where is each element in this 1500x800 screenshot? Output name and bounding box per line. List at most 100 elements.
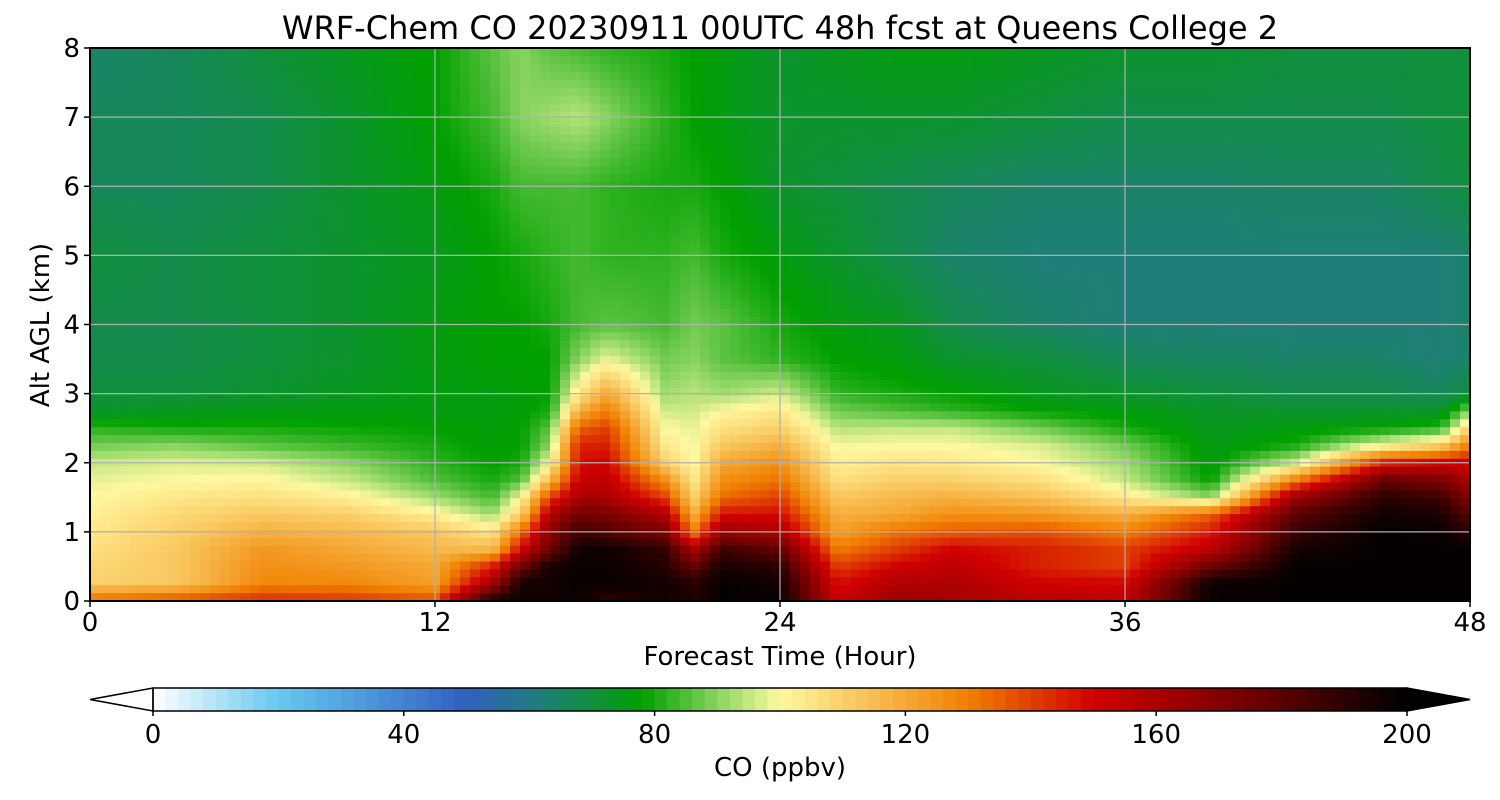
field-cell [750,95,761,104]
field-cell [1030,245,1041,255]
field-cell [980,158,991,168]
field-cell [780,87,791,97]
field-cell [810,103,821,112]
field-cell [350,87,361,97]
field-cell [260,253,271,262]
field-cell [1300,55,1311,65]
field-cell [820,237,831,247]
field-cell [290,150,301,160]
field-cell [920,111,931,120]
field-cell [890,300,901,310]
field-cell [760,229,771,239]
field-cell [450,158,461,168]
field-cell [890,237,901,247]
field-cell [910,316,921,326]
field-cell [1040,253,1051,262]
field-cell [1370,150,1381,160]
field-cell [560,190,571,199]
field-cell [1090,63,1101,73]
field-cell [790,316,801,326]
field-cell [1380,134,1391,144]
field-cell [370,150,381,160]
field-cell [1440,55,1451,65]
field-cell [370,166,381,176]
field-cell [450,206,461,215]
field-cell [650,253,661,262]
field-cell [110,324,121,334]
field-cell [1180,127,1191,136]
field-cell [600,166,611,176]
field-cell [110,221,121,231]
field-cell [1150,103,1161,112]
field-cell [980,316,991,326]
field-cell [1040,300,1051,310]
field-cell [1240,48,1251,57]
field-cell [620,166,631,176]
field-cell [570,198,581,207]
field-cell [630,253,641,262]
field-cell [770,79,781,89]
field-cell [550,134,561,144]
field-cell [1190,142,1201,152]
field-cell [240,166,251,176]
field-cell [410,166,421,176]
field-cell [160,206,171,215]
field-cell [330,166,341,176]
field-cell [1270,111,1281,120]
field-cell [320,142,331,152]
field-cell [620,206,631,215]
field-cell [140,134,151,144]
field-cell [170,308,181,318]
field-cell [240,277,251,286]
field-cell [850,134,861,144]
field-cell [580,285,591,294]
field-cell [1080,95,1091,104]
field-cell [1350,71,1361,81]
field-cell [830,213,841,223]
field-cell [210,190,221,199]
field-cell [610,71,621,81]
field-cell [370,269,381,278]
field-cell [1290,213,1301,223]
field-cell [820,292,831,302]
field-cell [1240,95,1251,104]
field-cell [520,142,531,152]
field-cell [370,198,381,207]
field-cell [240,55,251,65]
field-cell [790,150,801,160]
field-cell [570,324,581,334]
field-cell [340,134,351,144]
field-cell [300,103,311,112]
field-cell [1080,285,1091,294]
field-cell [270,103,281,112]
field-cell [420,261,431,270]
field-cell [440,103,451,112]
field-cell [540,261,551,270]
field-cell [1270,63,1281,73]
field-cell [780,103,791,112]
field-cell [160,142,171,152]
field-cell [440,111,451,120]
field-cell [940,277,951,286]
field-cell [250,103,261,112]
field-cell [800,87,811,97]
field-cell [820,103,831,112]
field-cell [940,285,951,294]
field-cell [680,245,691,255]
field-cell [920,277,931,286]
field-cell [1320,213,1331,223]
field-cell [190,206,201,215]
field-cell [660,229,671,239]
field-cell [520,87,531,97]
field-cell [1420,237,1431,247]
field-cell [1440,221,1451,231]
field-cell [820,285,831,294]
field-cell [930,111,941,120]
field-cell [170,269,181,278]
field-cell [840,221,851,231]
field-cell [1330,174,1341,183]
field-cell [990,63,1001,73]
field-cell [1110,103,1121,112]
field-cell [1050,119,1061,128]
field-cell [1210,87,1221,97]
